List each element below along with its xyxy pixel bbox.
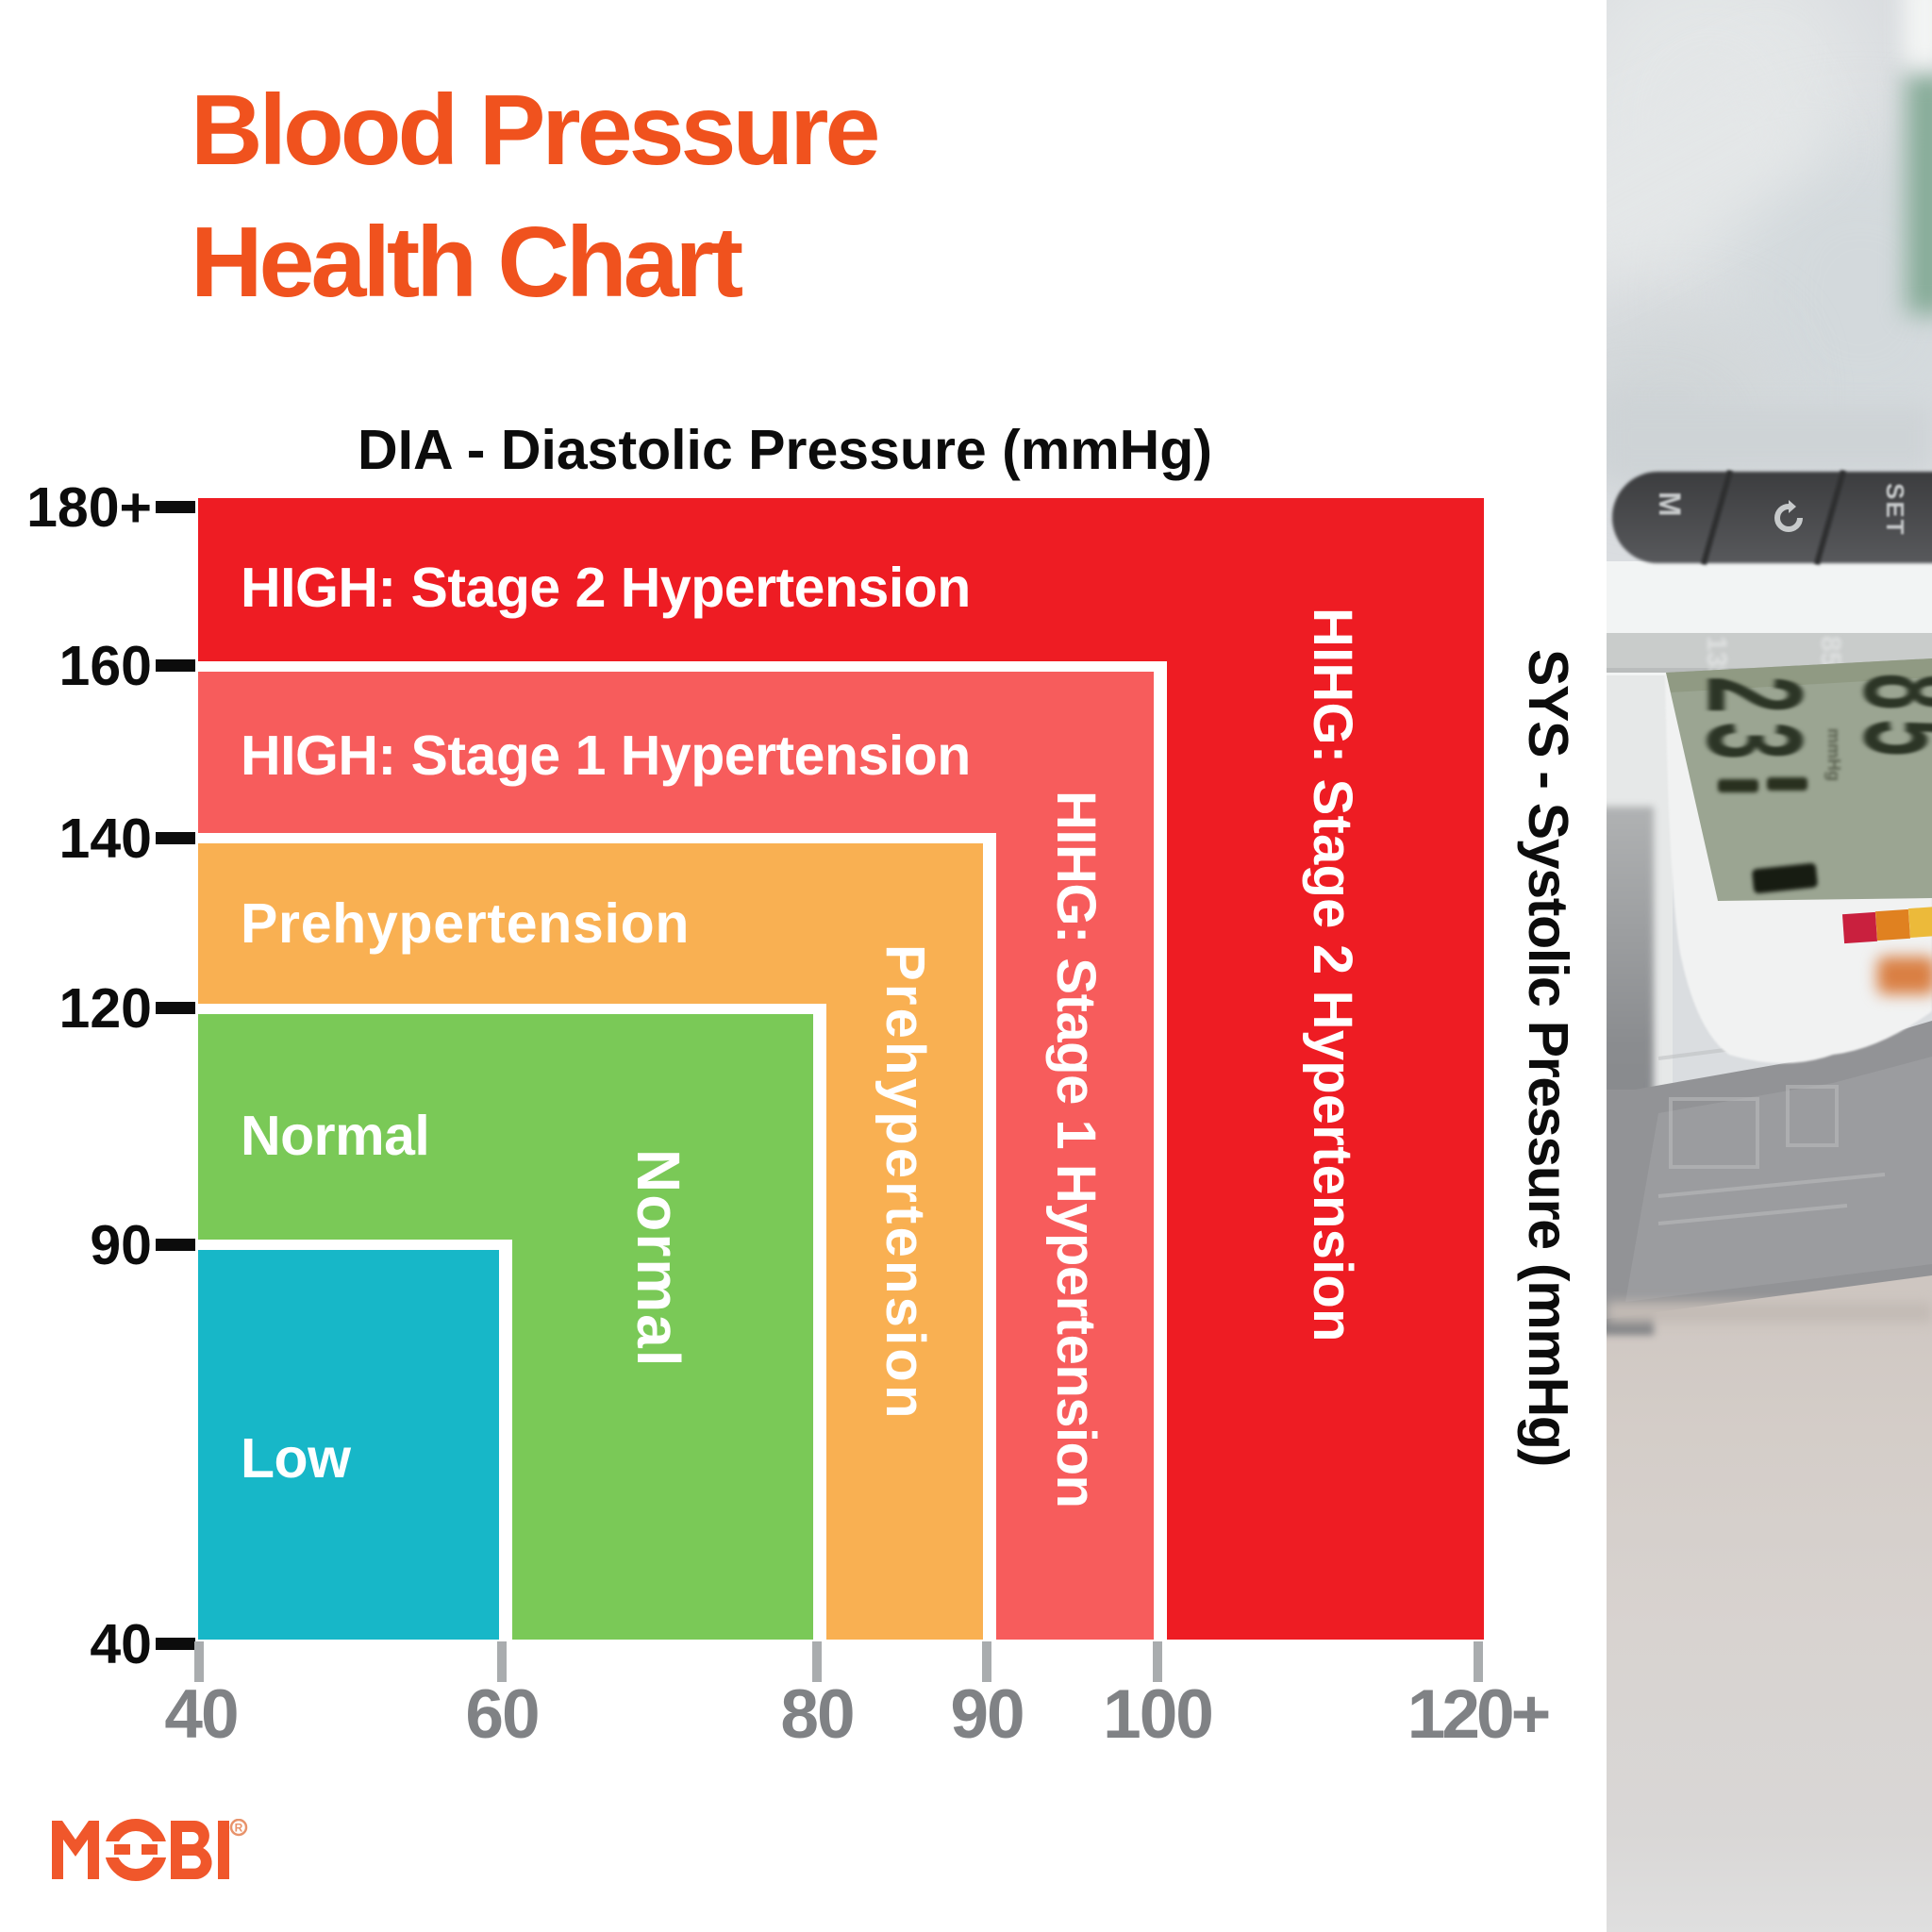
svg-text:R: R xyxy=(235,1822,243,1835)
